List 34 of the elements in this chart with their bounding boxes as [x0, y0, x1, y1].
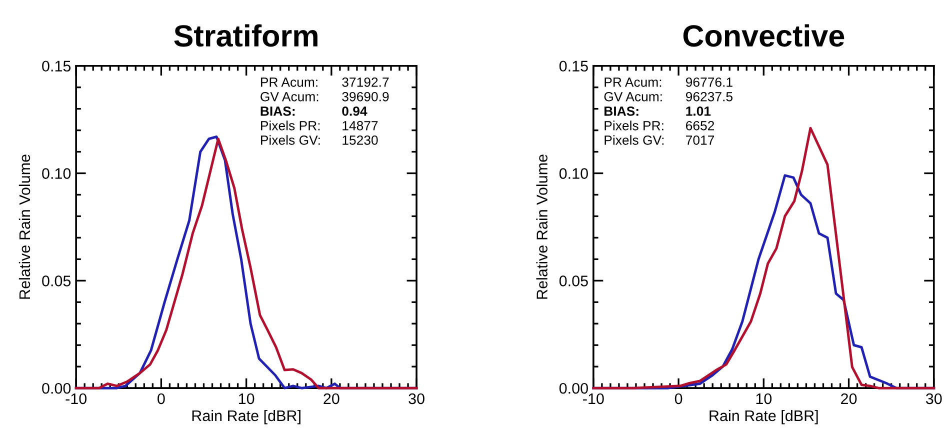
x-tick-label: 30: [926, 393, 942, 404]
y-tick-label: 0.15: [559, 60, 588, 72]
chart-title: Convective: [683, 24, 844, 47]
x-tick-label: -10: [66, 393, 87, 404]
y-axis-title: Relative Rain Volume: [536, 154, 548, 299]
text: GV Acum: 96237.5: [604, 92, 732, 102]
x-tick-label: 0: [158, 393, 165, 404]
y-tick-label: 0.10: [42, 168, 71, 179]
y-tick-label: 0.10: [559, 168, 588, 179]
text: BIAS: 0.94: [260, 106, 368, 116]
y-tick-label: 0.00: [42, 382, 71, 394]
text: Pixels PR: 6652: [604, 120, 714, 130]
text: Pixels GV: 15230: [261, 135, 378, 145]
x-tick-label: -10: [583, 393, 604, 404]
x-tick-label: 10: [756, 393, 772, 404]
x-tick-label: 20: [841, 393, 857, 404]
text: PR Acum: 96776.1: [604, 77, 732, 87]
chart-title: Stratiform: [174, 24, 318, 47]
y-axis-title: Relative Rain Volume: [18, 154, 30, 299]
text: Pixels GV: 7017: [604, 135, 714, 145]
x-axis-title: Rain Rate [dBR]: [192, 410, 300, 424]
x-axis-title: Rain Rate [dBR]: [710, 410, 818, 424]
x-tick-label: 30: [408, 393, 424, 404]
y-tick-label: 0.00: [559, 382, 588, 394]
text: GV Acum: 39690.9: [260, 92, 389, 102]
x-tick-label: 20: [324, 393, 340, 404]
text: BIAS: 1.01: [604, 106, 711, 116]
x-tick-label: 10: [238, 393, 254, 404]
text: PR Acum: 37192.7: [261, 77, 389, 87]
y-tick-label: 0.05: [559, 276, 588, 286]
x-tick-label: 0: [674, 393, 682, 404]
y-tick-label: 0.15: [42, 60, 71, 72]
text: Pixels PR: 14877: [261, 120, 378, 130]
y-tick-label: 0.05: [42, 276, 71, 286]
